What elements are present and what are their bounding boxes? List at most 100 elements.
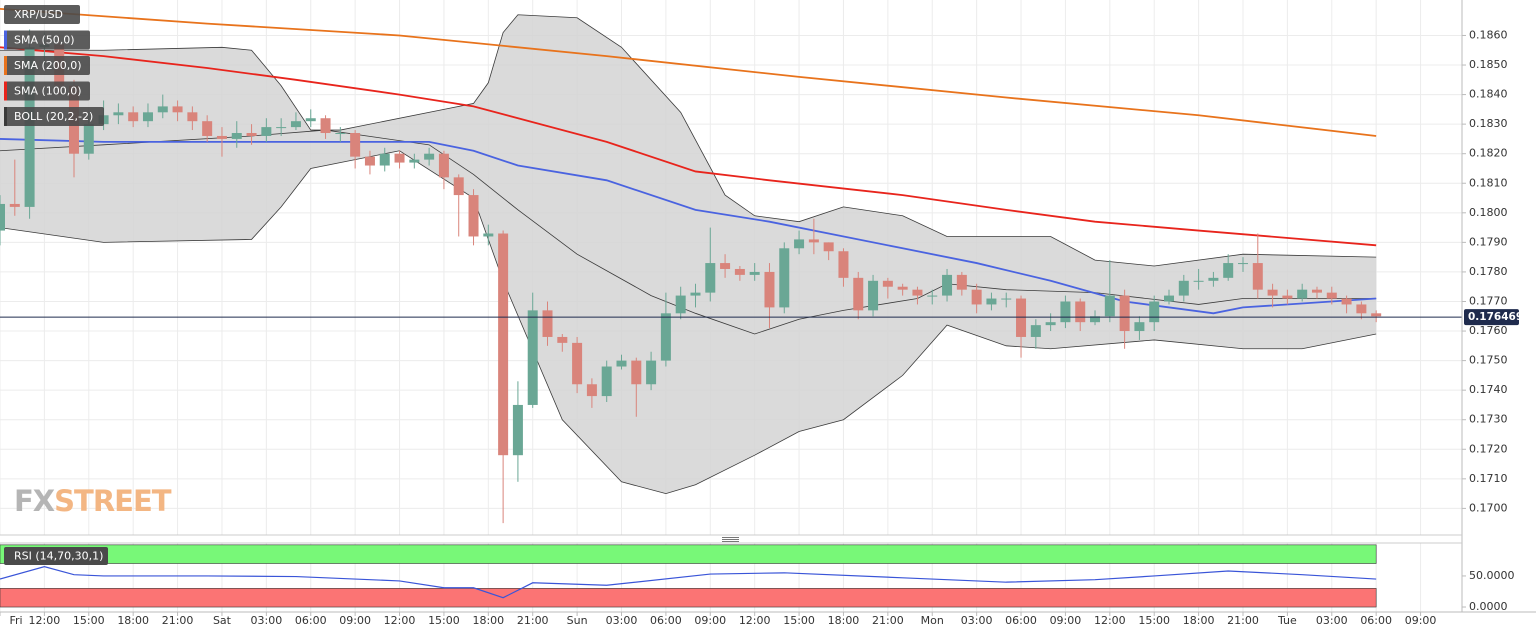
candle-body [202,121,213,136]
candle-body [1356,304,1367,314]
legend-item[interactable]: BOLL (20,2,-2) [4,107,104,126]
candle-body [868,280,879,311]
candle-body [616,360,627,367]
candle-body [231,133,242,139]
candle-body [734,268,745,275]
y-tick-label: 0.1820 [1469,147,1508,160]
candle-body [764,271,775,308]
candle-body [705,263,716,293]
x-tick-label: 09:00 [339,614,371,627]
candle-body [1134,322,1145,332]
candle-body [1282,295,1293,299]
candle-body [1045,322,1056,326]
x-tick-label: 21:00 [162,614,194,627]
legend-item[interactable]: SMA (200,0) [4,56,90,75]
legend-item[interactable]: SMA (100,0) [4,81,90,101]
watermark-part: STREET [54,484,172,518]
x-tick-label: 09:00 [694,614,726,627]
candle-body [601,366,612,397]
x-tick-label: 09:00 [1050,614,1082,627]
candle-body [1030,325,1041,337]
candle-body [527,310,538,405]
x-tick-label: Sun [567,614,588,627]
candle-body [690,292,701,296]
candle-body [646,360,657,385]
candle-body [512,404,523,456]
x-tick-label: 03:00 [251,614,283,627]
candle-body [927,295,938,297]
bollinger [0,14,1377,495]
candle-body [0,203,5,231]
legend-item[interactable]: SMA (50,0) [4,30,90,50]
y-tick-label: 0.1830 [1469,117,1508,130]
candle-body [83,124,94,154]
candle-body [24,47,35,207]
resize-handle[interactable] [722,537,739,542]
legend-item[interactable]: XRP/USD [4,5,80,24]
candle-body [1252,263,1263,290]
x-tick-label: 12:00 [739,614,771,627]
candle-body [572,342,583,385]
candle-body [246,133,257,136]
candle-body [586,384,597,397]
candle-body [986,298,997,305]
x-tick-label: 03:00 [606,614,638,627]
rsi-legend: RSI (14,70,30,1) [4,547,108,565]
candle-body [853,277,864,311]
overbought-band [0,544,1377,564]
candle-body [542,310,553,337]
candle-body [675,295,686,314]
candle-body [882,280,893,287]
x-tick-label: Sat [213,614,232,627]
band-fill [0,14,1377,494]
legend-box [4,30,90,50]
candle-body [1193,280,1204,282]
moving-averages [0,7,1377,315]
candle-body [1149,301,1160,323]
watermark: FXSTREET [14,484,173,518]
candle-body [912,289,923,296]
legend-swatch [4,81,7,101]
x-tick-label: 03:00 [961,614,993,627]
candle-body [128,112,139,122]
legend-swatch [4,56,7,75]
candle-body [1090,316,1101,323]
x-tick-label: 06:00 [1005,614,1037,627]
legend-swatch [4,107,7,126]
x-tick-label: 15:00 [783,614,815,627]
y-tick-label: 0.1750 [1469,354,1508,367]
candle-body [1237,263,1248,265]
candle-body [1001,298,1012,300]
y-tick-label: 0.0000 [1469,600,1508,613]
legend-box [4,107,104,126]
candle-body [438,153,449,178]
x-tick-label: 18:00 [472,614,504,627]
rsi-line [0,565,1377,599]
legend-label: SMA (100,0) [14,85,82,98]
candles [0,29,1462,524]
candle-body [779,248,790,308]
oversold-band [0,588,1377,608]
candle-body [1341,298,1352,305]
candle-body [453,177,464,196]
x-tick-label: 15:00 [1138,614,1170,627]
candle-body [424,153,435,160]
candle-body [1016,298,1027,337]
bollinger-middle [0,129,1377,335]
legend-label: SMA (50,0) [14,34,75,47]
candle-body [823,242,834,252]
y-tick-label: 0.1790 [1469,235,1508,248]
y-tick-label: 0.1740 [1469,383,1508,396]
x-tick-label: 18:00 [1183,614,1215,627]
candle-body [660,313,671,361]
candle-body [468,195,479,237]
legend: RSI (14,70,30,1) XRP/USD SMA (50,0) SMA (20… [4,5,108,565]
candle-body [1267,289,1278,296]
x-tick-label: 12:00 [1094,614,1126,627]
legend-swatch [4,30,7,50]
x-tick-label: 12:00 [29,614,61,627]
candle-body [1371,313,1382,317]
y-tick-label: 0.1700 [1469,501,1508,514]
candle-body [142,112,153,122]
